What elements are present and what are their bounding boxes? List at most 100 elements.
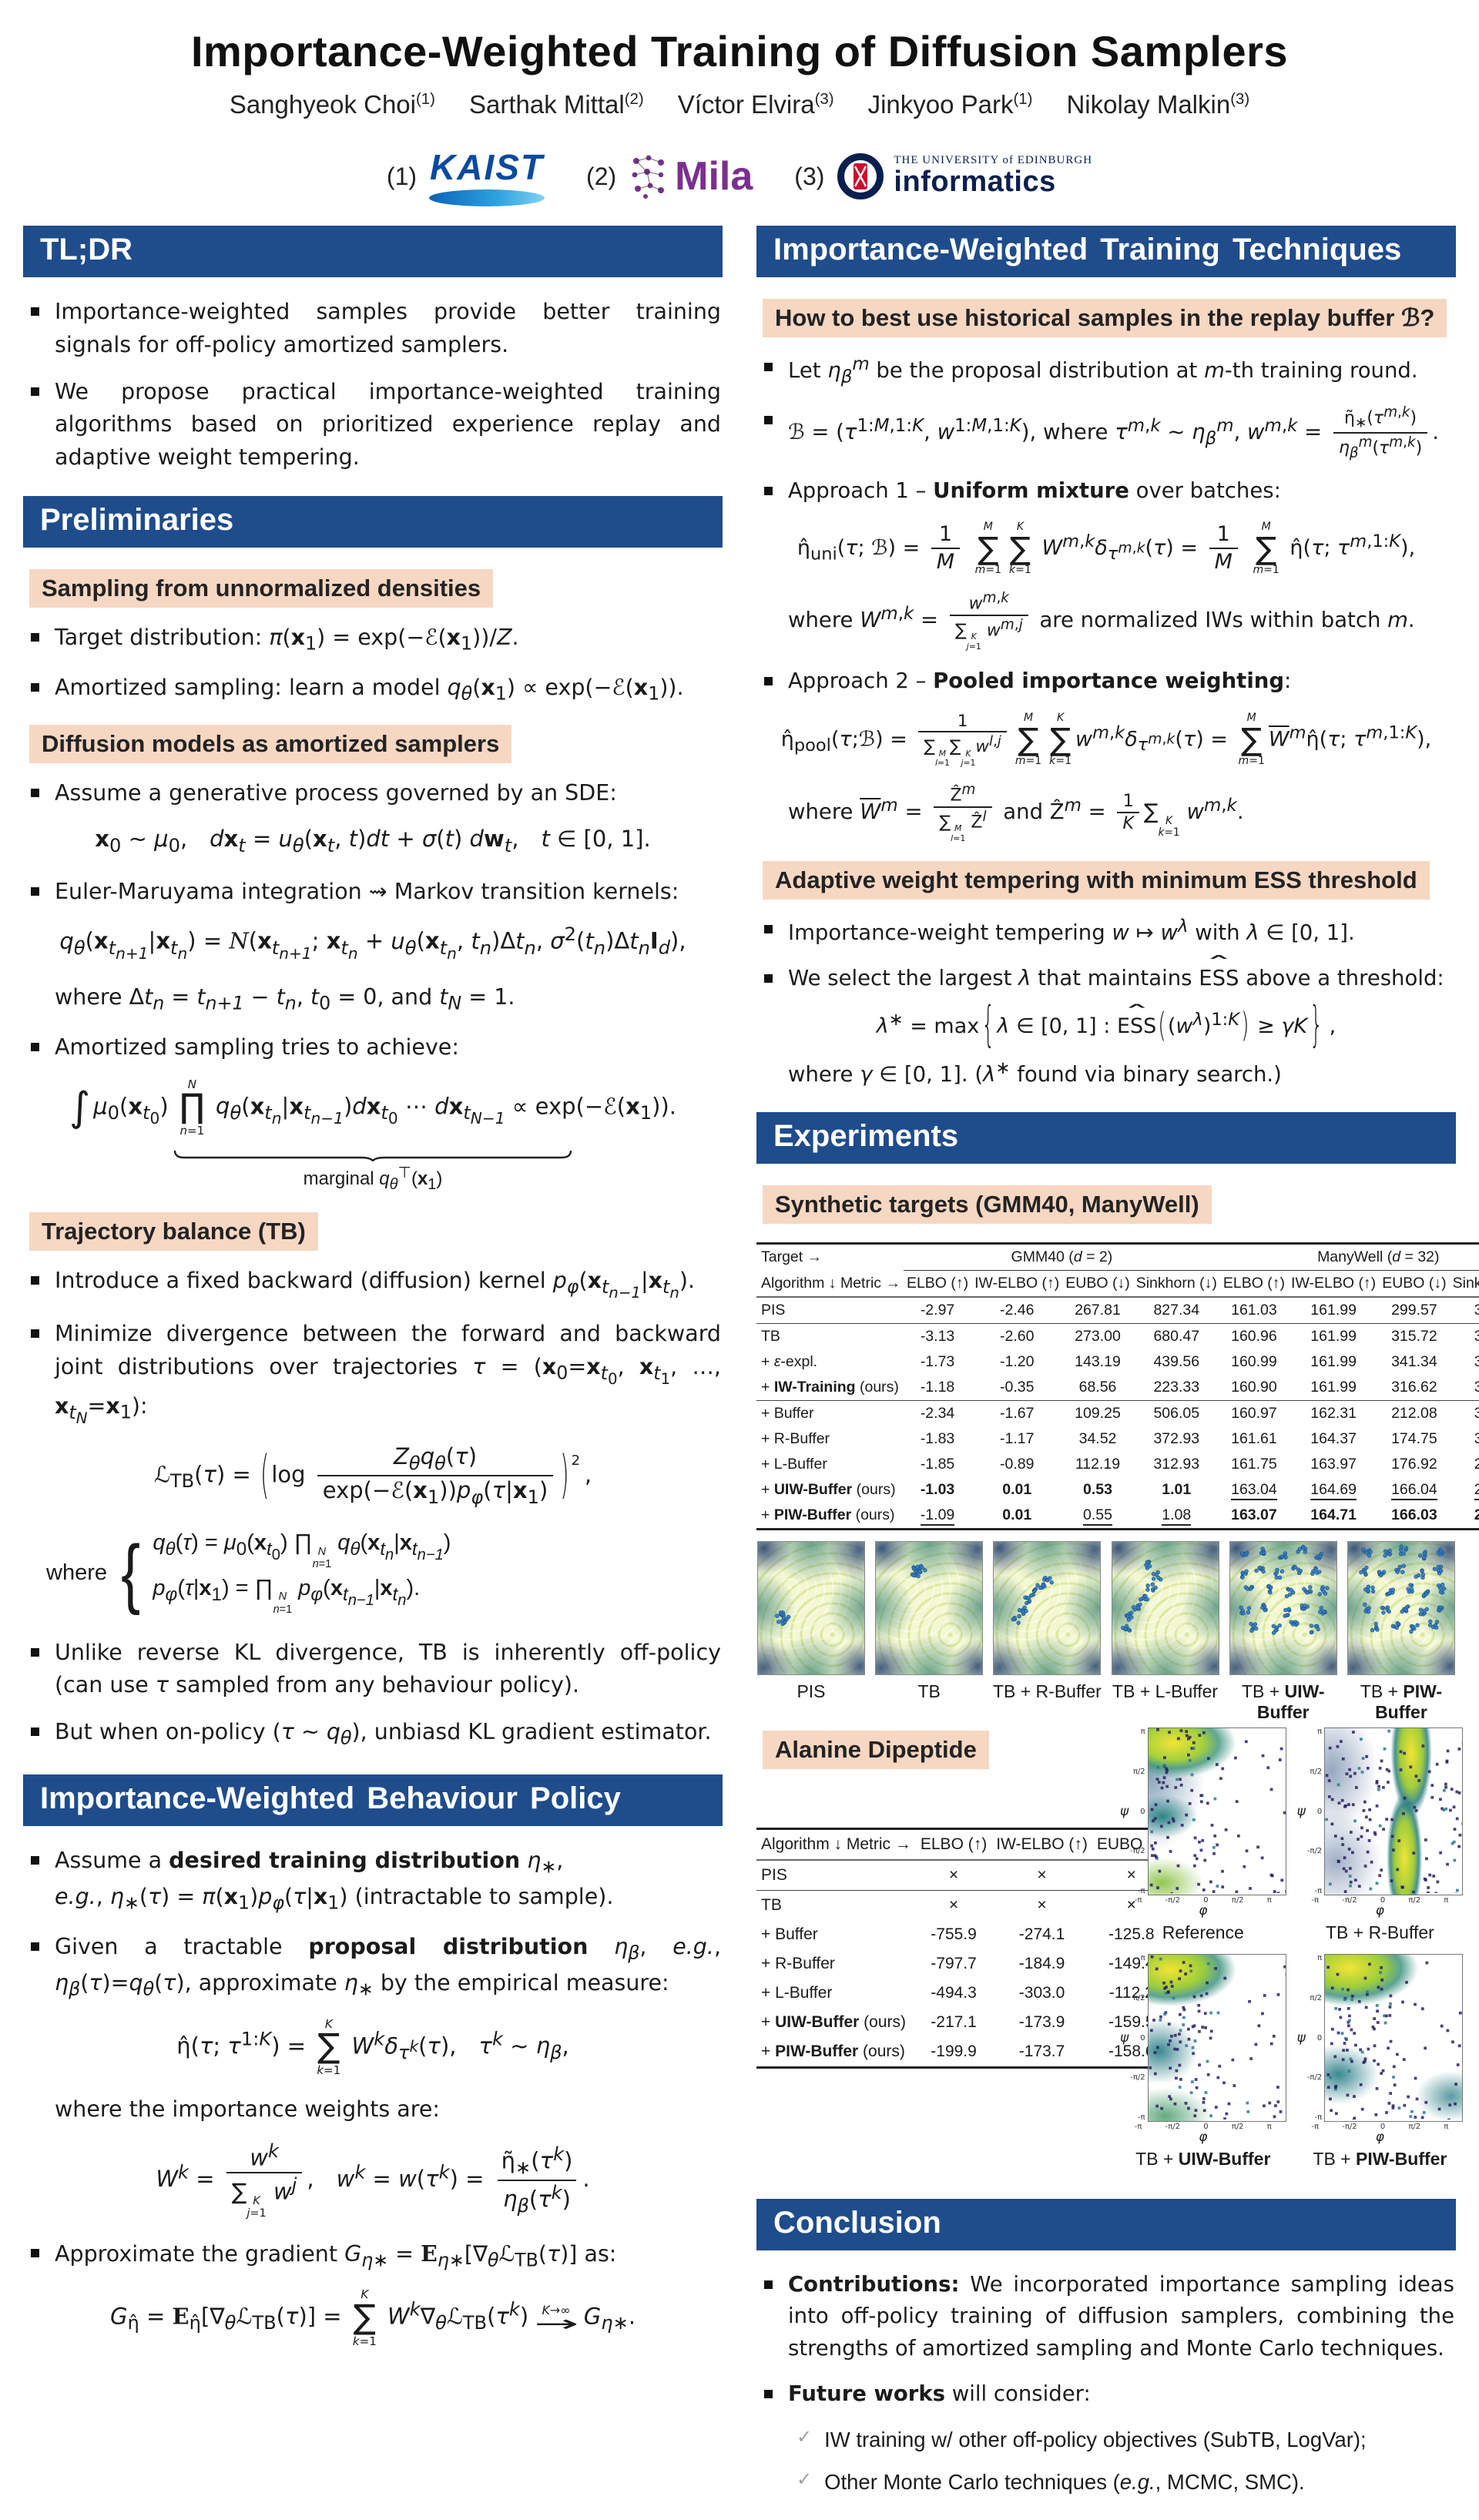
- column-header: Sinkhorn (↓): [1133, 1271, 1220, 1298]
- table-cell: -173.7: [991, 2037, 1092, 2068]
- bullet-item: Approach 1 – Uniform mixture over batche…: [764, 475, 1454, 507]
- bullet-text: Let ηβm be the proposal distribution at …: [788, 351, 1454, 390]
- author-name: Víctor Elvira(3): [678, 90, 834, 119]
- underbrace-icon: [173, 1149, 573, 1161]
- bullet-item: Let ηβm be the proposal distribution at …: [764, 351, 1454, 390]
- author-name: Sarthak Mittal(2): [469, 90, 644, 119]
- table-cell: 160.99: [1220, 1349, 1288, 1375]
- table-cell: 161.99: [1288, 1324, 1379, 1350]
- rama-caption: TB + UIW-Buffer: [1135, 2149, 1270, 2170]
- bullet-square-icon: [31, 1648, 39, 1657]
- affiliation-mila: (2) Mila: [586, 153, 753, 199]
- table-cell: -2.46: [971, 1297, 1062, 1324]
- check-text: Other Monte Carlo techniques (e.g., MCMC…: [824, 2466, 1305, 2498]
- bullet-item: We propose practical importance-weighted…: [31, 376, 721, 474]
- row-label: + IW-Training (ours): [756, 1375, 904, 1401]
- table-cell: -755.9: [916, 1920, 991, 1949]
- author-list: Sanghyeok Choi(1) Sarthak Mittal(2) Víctor…: [0, 90, 1479, 119]
- bullet-square-icon: [764, 363, 773, 371]
- bullet-text: Unlike reverse KL divergence, TB is inhe…: [55, 1637, 721, 1703]
- edinburgh-crest-icon: [837, 152, 884, 200]
- gmm-caption: TB + PIW-Buffer: [1347, 1681, 1456, 1723]
- table-cell: 315.72: [1379, 1324, 1449, 1350]
- gmm-panel: TB + L-Buffer: [1111, 1541, 1220, 1723]
- table-cell: 35.28: [1450, 1349, 1479, 1375]
- table-cell: -303.0: [991, 1979, 1092, 2008]
- gmm-panel: PIS: [756, 1541, 866, 1723]
- bullet-item: Assume a generative process governed by …: [31, 777, 721, 810]
- bullet-square-icon: [31, 2249, 39, 2257]
- rama-heatmap: [1324, 1727, 1463, 1895]
- table-cell: 161.75: [1220, 1452, 1288, 1477]
- table-cell: 161.99: [1288, 1297, 1379, 1324]
- bullet-square-icon: [31, 1856, 39, 1865]
- y-tick: 0: [1130, 1808, 1145, 1816]
- gmm-density-plot: [875, 1541, 983, 1675]
- y-tick: -π: [1130, 2113, 1145, 2122]
- bullet-item: Amortized sampling: learn a model qθ(x1)…: [31, 672, 721, 708]
- checkmark-icon: ✓: [797, 2424, 812, 2455]
- table-cell: -1.83: [904, 1426, 971, 1452]
- bullet-square-icon: [31, 1329, 39, 1338]
- table-cell: -494.3: [916, 1979, 991, 2008]
- y-axis-label: ψ: [1120, 1954, 1130, 2122]
- alanine-label: Alanine Dipeptide: [763, 1731, 989, 1769]
- table-cell: ×: [916, 1891, 991, 1921]
- bullet-text: We select the largest λ that maintains E…: [788, 963, 1454, 994]
- tldr-content: Importance-weighted samples provide bett…: [23, 296, 723, 474]
- table-cell: 161.99: [1288, 1375, 1379, 1401]
- highlight-wrap: Trajectory balance (TB): [23, 1209, 723, 1265]
- table-cell: -217.1: [916, 2008, 991, 2037]
- table-cell: -199.9: [916, 2037, 991, 2068]
- display-formula: ℒTB(τ) = (log Zθqθ(τ)exp(−ℰ(x1))pφ(τ|x1)…: [23, 1443, 723, 1509]
- table-cell: -1.17: [971, 1426, 1062, 1452]
- author-name: Nikolay Malkin(3): [1066, 90, 1249, 119]
- table-cell: -1.03: [904, 1477, 971, 1503]
- table-cell: 212.08: [1379, 1401, 1449, 1427]
- row-label: + L-Buffer: [756, 1452, 904, 1477]
- bullet-item: Unlike reverse KL divergence, TB is inhe…: [31, 1637, 721, 1703]
- table-cell: -2.34: [904, 1401, 971, 1427]
- table-row: + PIW-Buffer (ours)-199.9-173.7-158.6: [756, 2037, 1171, 2068]
- table-cell: -173.9: [991, 2008, 1092, 2037]
- table-cell: 439.56: [1133, 1349, 1220, 1375]
- column-header: Sinkhorn (↓): [1450, 1271, 1479, 1298]
- table-cell: 109.25: [1062, 1401, 1132, 1427]
- check-item: ✓IW training w/ other off-policy objecti…: [797, 2424, 1454, 2455]
- y-tick: -π: [1307, 2113, 1322, 2122]
- table-cell: -1.85: [904, 1452, 971, 1477]
- y-tick: π/2: [1307, 1994, 1322, 2002]
- group-label: Target →: [756, 1244, 904, 1271]
- gmm-density-plot: [1112, 1541, 1219, 1675]
- affil-number: (3): [794, 163, 824, 191]
- bullet-item: But when on-policy (τ ∼ qθ), unbiasd KL …: [31, 1716, 721, 1752]
- table-head: Algorithm ↓ Metric →ELBO (↑)IW-ELBO (↑)E…: [756, 1829, 1171, 1861]
- table-cell: ×: [991, 1891, 1092, 1921]
- underbrace: marginal qθ⊤(x1): [23, 1149, 723, 1194]
- section-header-conclusion: Conclusion: [756, 2199, 1456, 2250]
- table-cell: 273.00: [1062, 1324, 1132, 1350]
- author-name: Sanghyeok Choi(1): [230, 90, 435, 119]
- table-cell: 341.34: [1379, 1349, 1449, 1375]
- edinburgh-informatics: informatics: [894, 167, 1055, 198]
- gmm-panel: TB + UIW-Buffer: [1229, 1541, 1338, 1723]
- x-axis-label: φ: [1376, 1905, 1384, 1918]
- highlight-wrap: Diffusion models as amortized samplers: [23, 722, 723, 777]
- gmm-caption: TB + R-Buffer: [993, 1681, 1102, 1702]
- table-row: PIS×××: [756, 1860, 1171, 1891]
- bullet-square-icon: [31, 1942, 39, 1951]
- bullet-text: Approach 2 – Pooled importance weighting…: [788, 665, 1454, 697]
- table-cell: -0.89: [971, 1452, 1062, 1477]
- group-header: ManyWell (d = 32): [1220, 1244, 1479, 1271]
- table-group-row: Target →GMM40 (d = 2)ManyWell (d = 32): [756, 1244, 1479, 1271]
- y-tick: π/2: [1130, 1994, 1145, 2002]
- affil-number: (1): [387, 163, 417, 191]
- y-tick: -π/2: [1307, 2073, 1322, 2082]
- mila-network-icon: [629, 153, 669, 199]
